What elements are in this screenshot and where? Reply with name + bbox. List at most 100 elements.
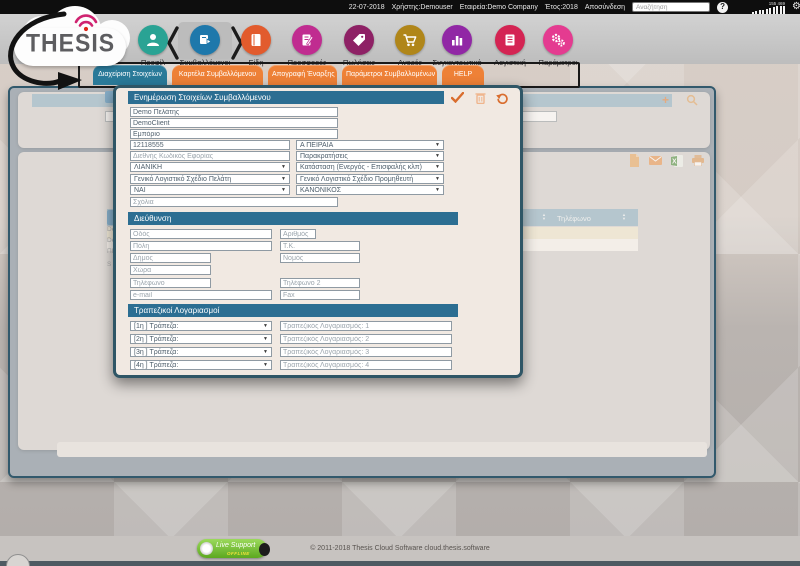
chevron-down-icon: ▼ <box>435 176 440 182</box>
top-status-bar: 22-07-2018 Χρήστης:Demouser Εταιρεία:Dem… <box>0 0 800 14</box>
contact-edit-dialog: Ενημέρωση Στοιχείων Συμβαλλόμενου Α ΠΕΙΡ… <box>113 85 523 378</box>
profession-field[interactable] <box>130 129 338 139</box>
gears-icon <box>551 33 565 47</box>
book-icon <box>251 34 261 46</box>
code-field[interactable] <box>130 118 338 128</box>
vat-field[interactable] <box>130 140 290 150</box>
print-icon[interactable] <box>691 154 704 167</box>
clipboard-pencil-icon <box>302 34 314 46</box>
gl-supplier-select[interactable]: Γενικό Λογιστικό Σχέδιο Προμηθευτή ▼ <box>296 174 444 184</box>
copyright-text: © 2011-2018 Thesis Cloud Software cloud.… <box>310 545 490 552</box>
thesis-logo[interactable]: THESIS <box>8 4 140 74</box>
bank4-select[interactable]: [4η ] Τράπεζα: ▼ <box>130 360 272 370</box>
email-field[interactable] <box>130 290 272 300</box>
signal-bars-icon <box>751 5 786 14</box>
document-icon <box>505 34 515 46</box>
country-field[interactable] <box>130 265 211 275</box>
undo-icon[interactable] <box>495 91 509 104</box>
chevron-down-icon: ▼ <box>435 153 440 159</box>
tab-bar: Διαχείριση Στοιχείων Καρτέλα Συμβαλλόμεν… <box>93 65 484 85</box>
connection-meter: 155 469 <box>735 0 786 14</box>
nav-item-parameters[interactable]: Παράμετροι <box>528 25 588 67</box>
bank4-account-field[interactable] <box>280 360 452 370</box>
confirm-icon[interactable] <box>450 91 464 104</box>
chevron-down-icon: ▼ <box>435 187 440 193</box>
bank3-account-field[interactable] <box>280 347 452 357</box>
connection-meter-value: 155 469 <box>768 0 786 6</box>
yes-no-select[interactable]: ΝΑΙ ▼ <box>130 185 290 195</box>
street-number-field[interactable] <box>280 229 316 239</box>
phone2-field[interactable] <box>280 278 360 288</box>
bank2-select[interactable]: [2η ] Τράπεζα: ▼ <box>130 334 272 344</box>
chevron-down-icon: ▼ <box>435 164 440 170</box>
tab-manage-data[interactable]: Διαχείριση Στοιχείων <box>93 65 167 85</box>
bank3-select[interactable]: [3η ] Τράπεζα: ▼ <box>130 347 272 357</box>
contacts-icon <box>200 35 212 45</box>
search-icon[interactable] <box>686 94 698 106</box>
bank1-account-field[interactable] <box>280 321 452 331</box>
chevron-down-icon: ▼ <box>263 349 268 355</box>
help-icon[interactable]: ? <box>717 1 729 13</box>
phone-field[interactable] <box>130 278 211 288</box>
svg-text:X: X <box>672 158 677 165</box>
intl-tax-code-field[interactable] <box>130 151 290 161</box>
chevron-down-icon: ▼ <box>263 323 268 329</box>
status-ball-icon <box>200 542 213 555</box>
fax-field[interactable] <box>280 290 360 300</box>
pdf-icon[interactable] <box>628 154 641 167</box>
brand-text: THESIS <box>26 28 116 57</box>
bank2-account-field[interactable] <box>280 334 452 344</box>
live-support-badge[interactable]: Live Support OFFLINE <box>197 539 270 558</box>
sort-icon[interactable]: ▲ ▼ <box>542 212 546 221</box>
delete-icon[interactable] <box>473 91 487 104</box>
footer-bar <box>0 536 800 561</box>
bar-chart-icon <box>452 36 463 46</box>
chevron-down-icon: ▼ <box>281 176 286 182</box>
excel-icon[interactable]: X <box>670 154 683 167</box>
tab-contact-card[interactable]: Καρτέλα Συμβαλλόμενου <box>172 65 263 85</box>
zip-field[interactable] <box>280 241 360 251</box>
name-field[interactable] <box>130 107 338 117</box>
left-bracket-icon <box>167 26 179 60</box>
retail-select[interactable]: ΛΙΑΝΙΚΗ ▼ <box>130 162 290 172</box>
bottom-edge-strip <box>0 561 800 566</box>
bank1-select[interactable]: [1η ] Τράπεζα: ▼ <box>130 321 272 331</box>
person-icon <box>147 34 159 46</box>
user-label: Χρήστης:Demouser <box>391 3 453 11</box>
dialog-title: Ενημέρωση Στοιχείων Συμβαλλόμενου <box>128 91 444 104</box>
vat-regime-select[interactable]: ΚΑΝΟΝΙΚΟΣ ▼ <box>296 185 444 195</box>
logout-link[interactable]: Αποσύνδεση <box>584 3 626 11</box>
date-label: 22-07-2018 <box>348 3 385 11</box>
status-select[interactable]: Κατάσταση (Ενεργός - Επισφαλής κλπ) ▼ <box>296 162 444 172</box>
table-column-phone[interactable]: Τηλέφωνο <box>557 214 591 223</box>
tab-help[interactable]: HELP <box>442 65 484 85</box>
company-label: Εταιρεία:Demo Company <box>459 3 538 11</box>
year-label: Έτος:2018 <box>544 3 578 11</box>
pagination-strip <box>57 442 707 457</box>
clipped-text: ΠΕ <box>107 248 117 255</box>
settings-gear-icon[interactable]: ⚙ <box>792 1 800 12</box>
nav-item-offers[interactable]: Προσφορές <box>277 25 337 67</box>
email-icon[interactable] <box>649 154 662 167</box>
clipped-text: S <box>107 261 112 268</box>
tab-contact-parameters[interactable]: Παράμετροι Συμβαλλομένων <box>342 65 437 85</box>
municipality-field[interactable] <box>130 253 211 263</box>
tab-opening-inventory[interactable]: Απογραφή Έναρξης <box>268 65 337 85</box>
street-field[interactable] <box>130 229 272 239</box>
prefecture-field[interactable] <box>280 253 360 263</box>
global-search-input[interactable] <box>632 2 711 12</box>
gl-customer-select[interactable]: Γενικό Λογιστικό Σχέδιο Πελάτη ▼ <box>130 174 290 184</box>
withholding-select[interactable]: Παρακρατήσεις ▼ <box>296 151 444 161</box>
tax-office-select[interactable]: Α ΠΕΙΡΑΙΑ ▼ <box>296 140 444 150</box>
chevron-down-icon: ▼ <box>263 362 268 368</box>
clipped-text: De <box>107 226 116 233</box>
city-field[interactable] <box>130 241 272 251</box>
price-tag-icon <box>353 34 365 46</box>
cart-icon <box>403 34 417 47</box>
sort-icon[interactable]: ▲ ▼ <box>622 212 626 221</box>
nav-item-totals[interactable]: Συγκεντρωτικά <box>427 25 487 67</box>
add-icon[interactable]: + <box>662 93 670 107</box>
live-support-label: Live Support <box>216 542 256 549</box>
comments-field[interactable] <box>130 197 338 207</box>
